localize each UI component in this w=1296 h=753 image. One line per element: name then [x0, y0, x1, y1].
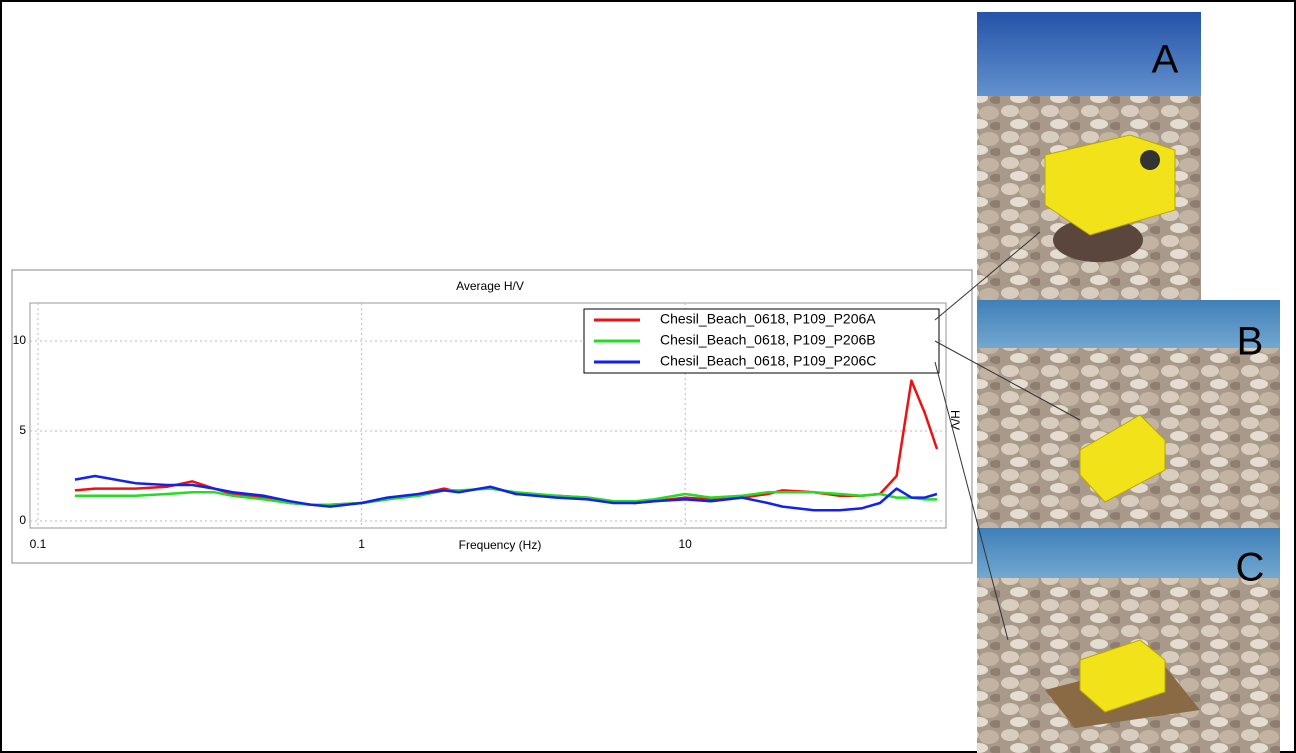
x-axis-label: Frequency (Hz)	[459, 538, 542, 552]
y-tick-label: 5	[19, 423, 26, 437]
x-tick-label: 1	[358, 537, 365, 551]
legend-label: Chesil_Beach_0618, P109_P206C	[660, 353, 876, 369]
chart-title: Average H/V	[456, 279, 524, 293]
photo-b	[977, 300, 1280, 528]
legend-label: Chesil_Beach_0618, P109_P206B	[660, 332, 876, 348]
photo-label: C	[1236, 546, 1265, 590]
legend-label: Chesil_Beach_0618, P109_P206A	[660, 311, 876, 327]
y-tick-label: 10	[13, 333, 27, 347]
legend: Chesil_Beach_0618, P109_P206A Chesil_Beac…	[584, 309, 939, 373]
photo-label: A	[1152, 38, 1179, 82]
photo-label: B	[1237, 320, 1264, 364]
photo-c	[977, 528, 1280, 753]
x-tick-label: 10	[679, 537, 693, 551]
figure: Average H/V Frequency (Hz) H/V A B C 051…	[0, 0, 1296, 753]
x-tick-label: 0.1	[30, 537, 47, 551]
y-tick-label: 0	[19, 513, 26, 527]
